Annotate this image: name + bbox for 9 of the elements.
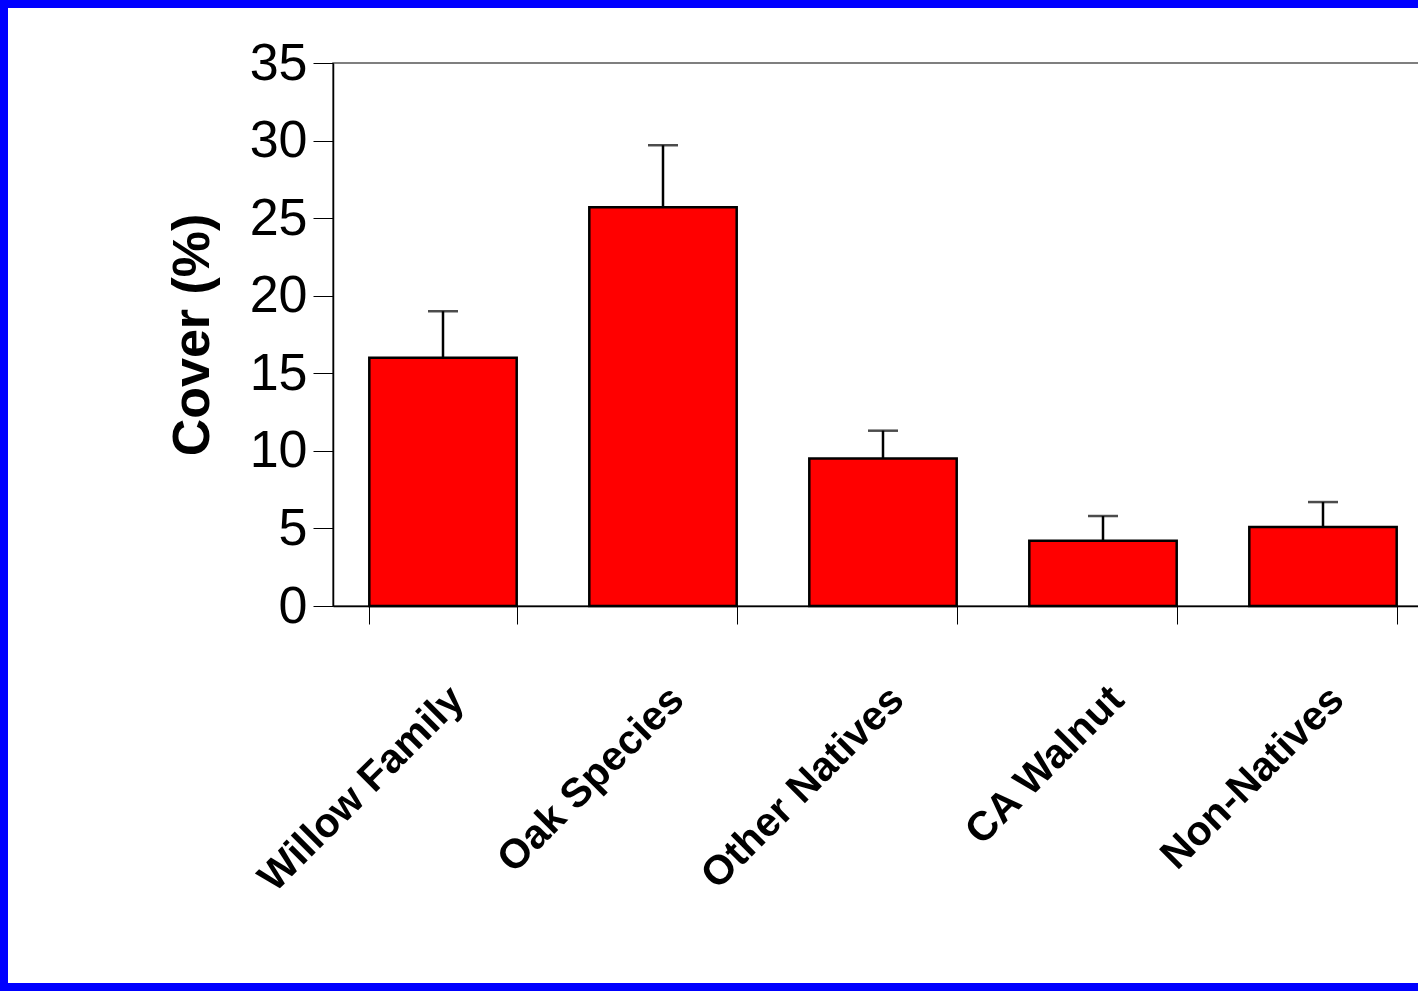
- y-axis-title: Cover (%): [161, 213, 220, 457]
- y-tick-label: 30: [249, 110, 308, 169]
- y-tick-label: 35: [249, 32, 308, 91]
- y-tick-label: 25: [249, 187, 308, 246]
- y-tick-label: 10: [249, 420, 308, 479]
- y-tick-label: 20: [249, 265, 308, 324]
- y-tick-label: 0: [278, 575, 308, 634]
- y-tick-label: 5: [278, 497, 308, 556]
- y-tick-label: 15: [249, 342, 308, 401]
